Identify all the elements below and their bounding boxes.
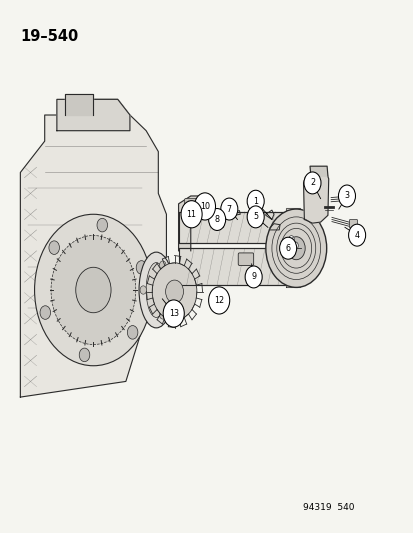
Polygon shape	[303, 173, 328, 223]
Text: 11: 11	[186, 210, 196, 219]
Text: 19–540: 19–540	[20, 29, 78, 44]
Text: 10: 10	[199, 202, 209, 211]
Text: 9: 9	[251, 272, 256, 281]
FancyBboxPatch shape	[237, 253, 253, 265]
Ellipse shape	[139, 252, 173, 328]
Circle shape	[265, 209, 326, 287]
Polygon shape	[178, 196, 206, 251]
Text: 8: 8	[214, 215, 219, 224]
Circle shape	[244, 266, 261, 288]
Circle shape	[287, 237, 304, 260]
Text: 5: 5	[252, 212, 258, 221]
Text: 2: 2	[309, 179, 314, 188]
FancyBboxPatch shape	[178, 212, 296, 243]
Circle shape	[348, 224, 365, 246]
Circle shape	[97, 219, 107, 232]
Text: 1: 1	[253, 197, 258, 206]
Circle shape	[279, 237, 296, 259]
Circle shape	[51, 236, 135, 344]
Circle shape	[35, 214, 152, 366]
Text: 7: 7	[226, 205, 231, 214]
Polygon shape	[309, 166, 327, 176]
FancyBboxPatch shape	[349, 220, 357, 228]
Circle shape	[288, 236, 294, 243]
Circle shape	[140, 286, 146, 294]
Text: 13: 13	[169, 309, 178, 318]
Text: 94319  540: 94319 540	[302, 503, 354, 512]
Polygon shape	[57, 99, 130, 131]
Circle shape	[208, 287, 229, 314]
Circle shape	[127, 326, 138, 339]
Circle shape	[194, 193, 215, 220]
Circle shape	[136, 261, 147, 274]
Circle shape	[247, 190, 263, 212]
Circle shape	[180, 201, 202, 228]
FancyBboxPatch shape	[188, 205, 206, 213]
Text: 6: 6	[285, 244, 290, 253]
Circle shape	[208, 208, 225, 230]
FancyBboxPatch shape	[184, 199, 202, 207]
Circle shape	[40, 306, 50, 319]
Circle shape	[292, 242, 297, 249]
Circle shape	[79, 348, 90, 362]
Circle shape	[303, 172, 320, 194]
Polygon shape	[65, 94, 93, 115]
FancyBboxPatch shape	[342, 195, 350, 203]
Circle shape	[163, 300, 184, 327]
Circle shape	[49, 241, 59, 254]
Circle shape	[165, 280, 183, 303]
Text: 3: 3	[344, 191, 349, 200]
Text: 4: 4	[354, 231, 359, 240]
Circle shape	[159, 311, 166, 319]
Circle shape	[152, 263, 197, 320]
Circle shape	[247, 206, 263, 228]
Circle shape	[76, 267, 111, 313]
Circle shape	[220, 198, 237, 220]
Circle shape	[159, 261, 166, 269]
Polygon shape	[20, 99, 166, 397]
Polygon shape	[285, 208, 299, 287]
FancyBboxPatch shape	[178, 248, 296, 285]
Circle shape	[287, 248, 293, 255]
Ellipse shape	[146, 263, 166, 318]
Text: 12: 12	[214, 296, 224, 305]
Circle shape	[338, 185, 355, 207]
